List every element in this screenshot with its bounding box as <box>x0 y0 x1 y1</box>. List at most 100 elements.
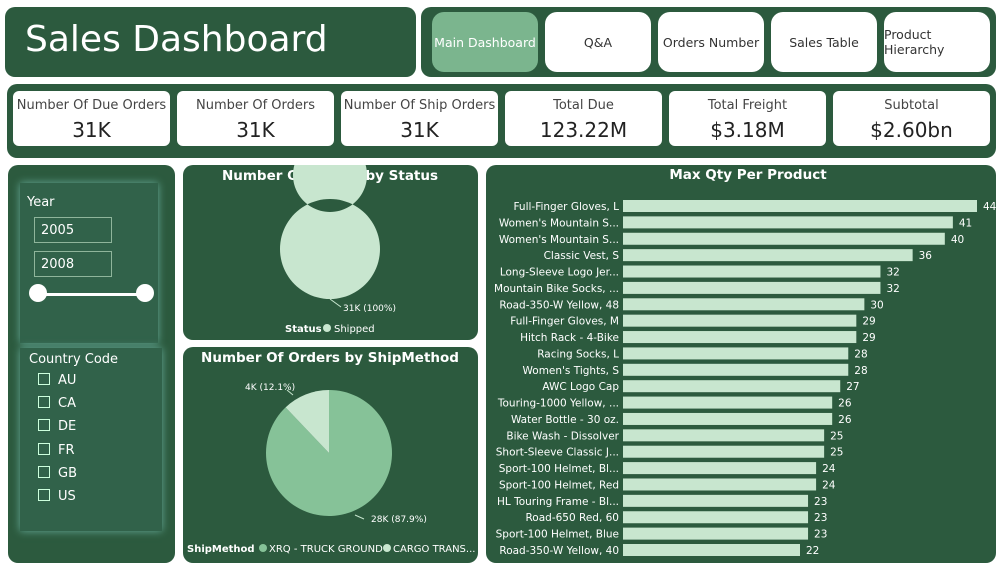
shipmethod-chart-panel: Number Of Orders by ShipMethod 28K (87.9%… <box>183 347 478 563</box>
category-label: Full-Finger Gloves, M <box>510 316 619 328</box>
data-label: 24 <box>822 479 836 491</box>
bar <box>623 331 857 344</box>
bar <box>623 412 833 425</box>
data-label: 29 <box>862 332 875 344</box>
option-label: US <box>58 489 76 504</box>
kpi-value: 31K <box>72 118 111 142</box>
kpi-value: 31K <box>400 118 439 142</box>
bar <box>623 462 817 475</box>
slider-handle[interactable] <box>136 284 154 302</box>
data-label: 41 <box>959 217 972 229</box>
category-label: Full-Finger Gloves, L <box>513 201 619 213</box>
data-label: 32 <box>886 283 899 295</box>
category-label: Sport-100 Helmet, Bl... <box>499 463 619 475</box>
checkbox[interactable] <box>38 465 50 478</box>
legend-title: Status <box>285 324 322 335</box>
kpi-card: Subtotal $2.60bn <box>833 91 990 146</box>
category-label: Women's Tights, S <box>523 365 620 377</box>
category-label: Women's Mountain S... <box>499 217 619 229</box>
kpi-label: Total Due <box>553 98 614 113</box>
kpi-card: Number Of Ship Orders 31K <box>341 91 498 146</box>
year-slicer: Year <box>20 183 158 343</box>
bar <box>623 200 977 212</box>
checkbox[interactable] <box>38 419 50 432</box>
pie-slice <box>285 390 329 453</box>
bar <box>623 478 817 491</box>
data-label: 28 <box>854 348 867 360</box>
bar <box>623 511 809 524</box>
data-label: 22 <box>806 545 819 557</box>
category-label: Road-350-W Yellow, 40 <box>499 545 619 557</box>
bar <box>623 298 865 311</box>
leader-line <box>354 514 365 520</box>
bar <box>623 232 945 245</box>
kpi-card: Total Due 123.22M <box>505 91 662 146</box>
bar <box>623 265 881 278</box>
nav-button[interactable]: Product Hierarchy <box>884 12 990 72</box>
category-label: Short-Sleeve Classic J... <box>496 447 619 459</box>
nav-button[interactable]: Q&A <box>545 12 651 72</box>
data-label: 40 <box>951 234 964 246</box>
option-label: CA <box>58 396 76 412</box>
checkbox-option[interactable]: US <box>38 489 76 504</box>
nav-button[interactable]: Sales Table <box>771 12 877 72</box>
leader-line <box>286 389 294 396</box>
title: Sales Dashboard <box>25 19 328 60</box>
checkbox[interactable] <box>38 442 50 455</box>
checkbox-option[interactable]: AU <box>38 373 76 388</box>
category-label: Hitch Rack - 4-Bike <box>520 332 619 344</box>
slider-track <box>38 293 148 296</box>
slicer-title: Country Code <box>29 352 119 367</box>
data-label: 4K (12.1%) <box>245 383 295 393</box>
chart-title: Max Qty Per Product <box>669 167 827 183</box>
legend-dot <box>259 544 267 552</box>
option-label: GB <box>58 465 77 481</box>
checkbox-option[interactable]: DE <box>38 419 76 434</box>
date-input[interactable]: 2008 <box>34 251 112 277</box>
kpi-strip <box>7 84 996 158</box>
category-label: Road-350-W Yellow, 48 <box>499 299 619 311</box>
chart-title: Number Of Orders by ShipMethod <box>201 350 459 366</box>
bar <box>623 380 841 393</box>
data-label: 44 <box>983 201 996 213</box>
legend-label: Shipped <box>334 324 375 335</box>
category-label: Mountain Bike Socks, ... <box>494 283 619 295</box>
legend-label: XRQ - TRUCK GROUND <box>269 544 383 555</box>
category-label: AWC Logo Cap <box>542 381 619 393</box>
date-input[interactable]: 2005 <box>34 217 112 243</box>
data-label: 28 <box>854 365 867 377</box>
category-label: HL Touring Frame - Bl... <box>497 496 619 508</box>
kpi-card: Number Of Orders 31K <box>177 91 334 146</box>
category-label: Water Bottle - 30 oz. <box>511 414 619 426</box>
nav-button[interactable]: Main Dashboard <box>432 12 538 72</box>
checkbox[interactable] <box>38 396 50 409</box>
checkbox-option[interactable]: CA <box>38 396 76 411</box>
data-label: 24 <box>822 463 836 475</box>
data-label: 29 <box>862 316 875 328</box>
checkbox[interactable] <box>38 373 50 385</box>
bar <box>623 429 825 442</box>
data-label: 26 <box>838 414 852 426</box>
bar <box>623 494 809 507</box>
bar <box>623 527 809 540</box>
legend-label: CARGO TRANS... <box>393 544 475 555</box>
nav-button[interactable]: Orders Number <box>658 12 764 72</box>
category-label: Road-650 Red, 60 <box>525 512 619 524</box>
category-label: Women's Mountain S... <box>499 234 619 246</box>
kpi-label: Number Of Due Orders <box>16 98 167 113</box>
data-label: 26 <box>838 398 852 410</box>
kpi-label: Subtotal <box>884 98 939 113</box>
bar <box>623 445 825 458</box>
checkbox-option[interactable]: GB <box>38 465 77 481</box>
checkbox-option[interactable]: FR <box>38 442 75 458</box>
category-label: Bike Wash - Dissolver <box>506 430 619 442</box>
category-label: Sport-100 Helmet, Blue <box>496 529 619 541</box>
data-label: 23 <box>814 529 827 541</box>
category-label: Touring-1000 Yellow, ... <box>497 398 619 410</box>
category-label: Sport-100 Helmet, Red <box>499 479 619 491</box>
checkbox[interactable] <box>38 489 50 501</box>
kpi-label: Number Of Orders <box>195 98 315 113</box>
slider-handle[interactable] <box>29 284 47 302</box>
